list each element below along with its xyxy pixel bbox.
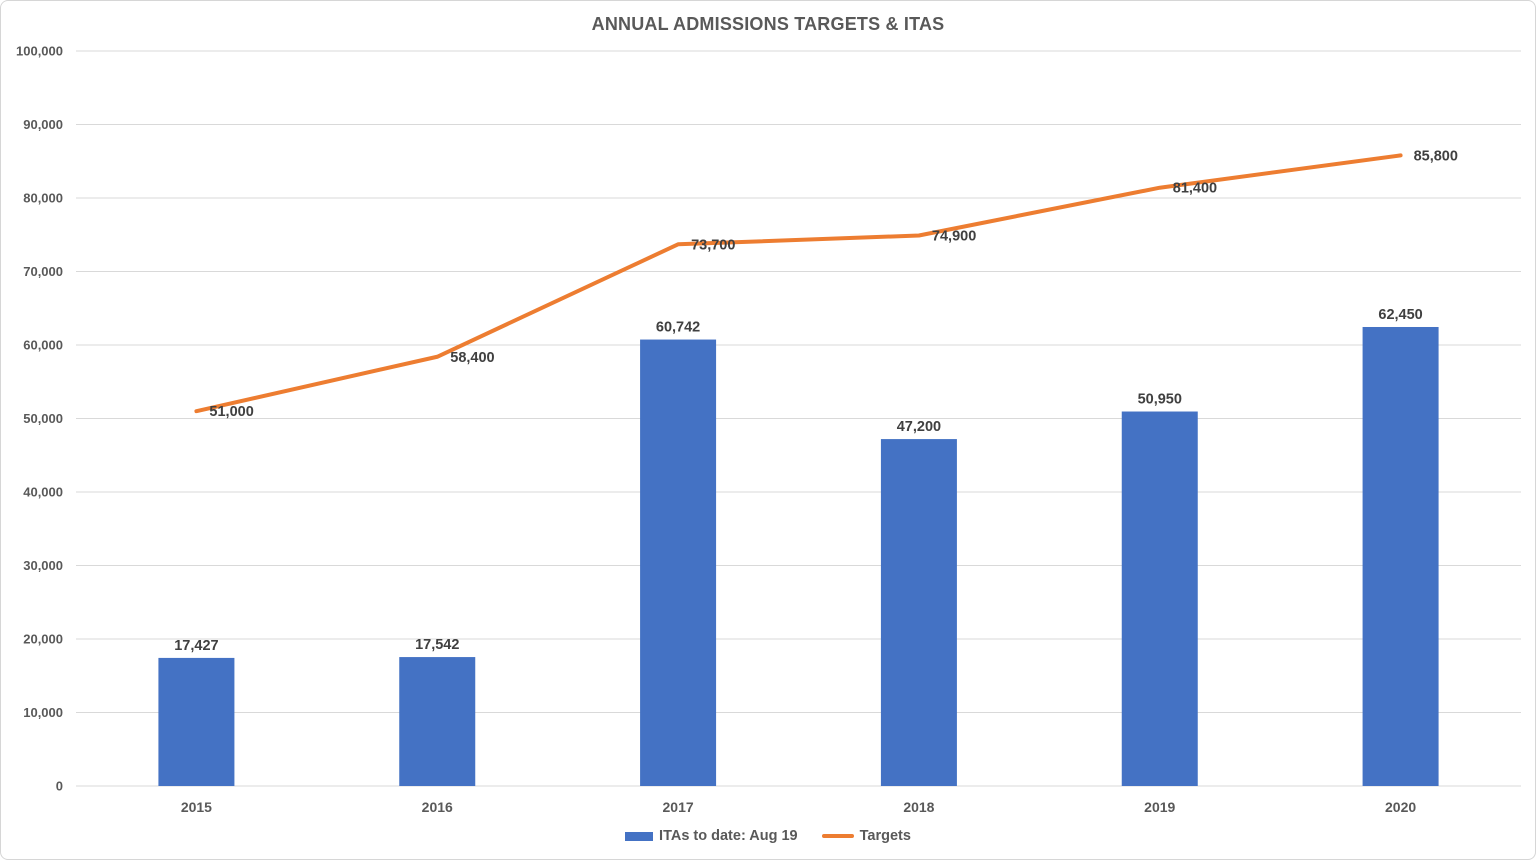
y-tick-label: 20,000 xyxy=(23,632,63,647)
bar-value-label: 17,427 xyxy=(174,638,218,654)
y-tick-label: 30,000 xyxy=(23,558,63,573)
x-axis-label: 2017 xyxy=(663,799,694,815)
x-axis-label: 2015 xyxy=(181,799,212,815)
bar-2015 xyxy=(158,657,235,786)
y-tick-label: 70,000 xyxy=(23,264,63,279)
bar-value-label: 62,450 xyxy=(1378,307,1422,323)
legend: ITAs to date: Aug 19 Targets xyxy=(1,828,1535,844)
line-value-label: 85,800 xyxy=(1414,148,1458,164)
legend-label-itas: ITAs to date: Aug 19 xyxy=(659,828,798,844)
y-tick-label: 80,000 xyxy=(23,191,63,206)
legend-line-swatch-icon xyxy=(821,834,854,838)
line-value-label: 73,700 xyxy=(691,237,735,253)
x-axis-label: 2018 xyxy=(903,799,934,815)
bar-2017 xyxy=(640,339,717,786)
bar-2016 xyxy=(399,657,476,786)
line-value-label: 51,000 xyxy=(209,404,253,420)
x-axis-label: 2019 xyxy=(1144,799,1175,815)
bar-2020 xyxy=(1362,326,1439,786)
bar-value-label: 60,742 xyxy=(656,320,700,336)
line-value-label: 81,400 xyxy=(1173,181,1217,197)
y-tick-label: 0 xyxy=(56,779,63,794)
legend-item-targets: Targets xyxy=(821,828,911,844)
y-tick-label: 50,000 xyxy=(23,411,63,426)
line-value-label: 74,900 xyxy=(932,228,976,244)
y-tick-label: 60,000 xyxy=(23,338,63,353)
legend-label-targets: Targets xyxy=(859,828,911,844)
y-tick-label: 10,000 xyxy=(23,705,63,720)
bar-2019 xyxy=(1121,411,1198,786)
bar-value-label: 50,950 xyxy=(1138,392,1182,408)
chart-title: ANNUAL ADMISSIONS TARGETS & ITAS xyxy=(591,14,945,34)
y-tick-label: 40,000 xyxy=(23,485,63,500)
line-value-label: 58,400 xyxy=(450,350,494,366)
x-axis-label: 2016 xyxy=(422,799,453,815)
y-tick-label: 100,000 xyxy=(16,44,63,59)
y-tick-label: 90,000 xyxy=(23,117,63,132)
bar-value-label: 47,200 xyxy=(897,419,941,435)
bar-2018 xyxy=(880,439,957,786)
x-axis-label: 2020 xyxy=(1385,799,1416,815)
legend-bar-swatch-icon xyxy=(625,831,654,841)
targets-line xyxy=(194,153,1403,414)
legend-item-itas: ITAs to date: Aug 19 xyxy=(625,828,798,844)
bar-value-label: 17,542 xyxy=(415,637,459,653)
